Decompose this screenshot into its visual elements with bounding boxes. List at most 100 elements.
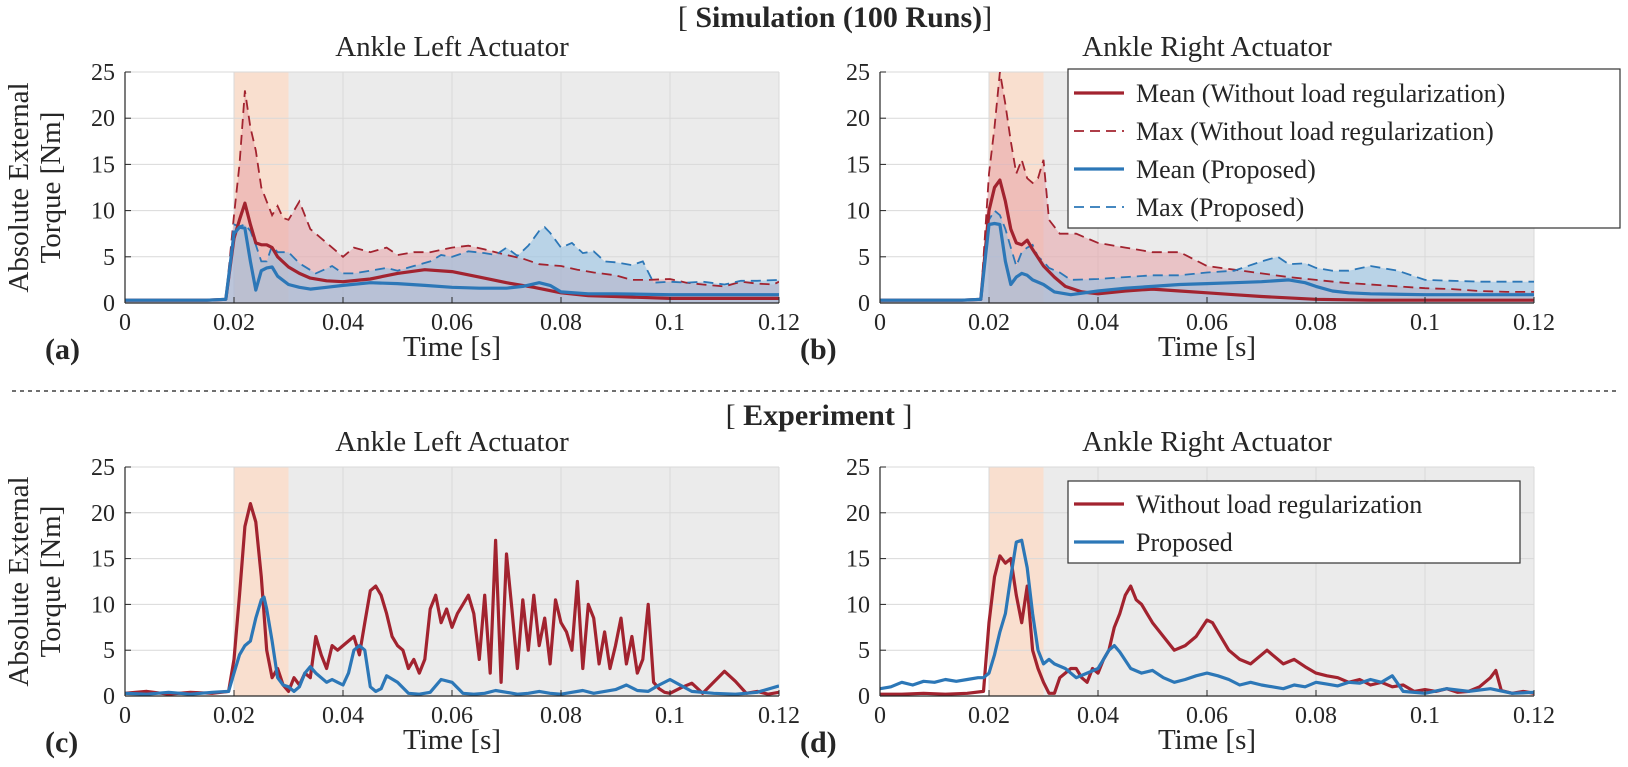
y-axis-label: Absolute ExternalTorque [Nm] — [3, 82, 67, 292]
x-axis-label: Time [s] — [403, 331, 501, 363]
y-tick-label: 25 — [846, 455, 870, 481]
experiment-section-title: [ Experiment ] — [726, 399, 913, 432]
y-axis-label-line: Absolute External — [3, 476, 35, 686]
legend-box — [1067, 480, 1521, 564]
series-group — [880, 72, 1534, 303]
y-tick-label: 10 — [846, 592, 870, 618]
x-tick-label: 0.06 — [1186, 703, 1228, 729]
x-tick-label: 0.1 — [655, 310, 685, 336]
x-tick-label: 0.04 — [1077, 310, 1119, 336]
line-mean-proposed — [880, 221, 1534, 302]
series-group — [125, 502, 779, 696]
y-tick-label: 5 — [858, 638, 870, 664]
line-max-proposed — [880, 209, 1534, 302]
line-max-without-load-regularization — [880, 72, 1534, 302]
line-max-without-load-regularization — [125, 90, 779, 302]
panel-title: Ankle Right Actuator — [1082, 31, 1332, 63]
legend-label: Proposed — [1136, 528, 1233, 557]
line-max-proposed — [125, 223, 779, 302]
panel-c: 0 0.02 0.04 0.06 0.08 0.1 0.12 0 5 10 15 20 25 Ankle … — [3, 426, 800, 759]
x-tick-label: 0.06 — [1186, 310, 1228, 336]
post-impact-region — [288, 467, 779, 696]
x-tick-label: 0.06 — [431, 310, 473, 336]
panel-title: Ankle Left Actuator — [335, 31, 569, 63]
legend-label: Max (Proposed) — [1136, 193, 1304, 222]
panel-title: Ankle Left Actuator — [335, 426, 569, 458]
x-tick-label: 0.02 — [213, 703, 255, 729]
y-tick-label: 20 — [91, 106, 115, 132]
y-axis-label-line: Torque [Nm] — [35, 506, 67, 658]
y-tick-label: 15 — [846, 547, 870, 573]
x-tick-label: 0.04 — [1077, 703, 1119, 729]
area-max-proposed — [880, 210, 1534, 303]
panel-title: Ankle Right Actuator — [1082, 426, 1332, 458]
x-tick-label: 0.08 — [1295, 310, 1337, 336]
x-axis-label: Time [s] — [403, 724, 501, 756]
x-tick-label: 0.1 — [1410, 310, 1440, 336]
y-tick-label: 15 — [91, 547, 115, 573]
y-tick-label: 5 — [858, 245, 870, 271]
x-axis-label: Time [s] — [1158, 724, 1256, 756]
x-tick-label: 0.02 — [968, 310, 1010, 336]
x-tick-label: 0.12 — [1513, 310, 1555, 336]
area-max-without-load-regularization — [125, 90, 779, 303]
y-tick-label: 15 — [846, 152, 870, 178]
y-tick-label: 10 — [846, 199, 870, 225]
legend: Mean (Without load regularization) Max (W… — [1067, 68, 1621, 229]
y-axis-label: Absolute ExternalTorque [Nm] — [3, 476, 67, 686]
x-tick-label: 0 — [119, 703, 131, 729]
x-tick-label: 0.02 — [968, 703, 1010, 729]
x-tick-label: 0 — [119, 310, 131, 336]
x-tick-label: 0.12 — [1513, 703, 1555, 729]
y-tick-label: 25 — [91, 60, 115, 86]
x-tick-label: 0.04 — [322, 310, 364, 336]
x-tick-label: 0.08 — [540, 703, 582, 729]
x-tick-label: 0.06 — [431, 703, 473, 729]
y-tick-label: 10 — [91, 199, 115, 225]
x-tick-label: 0.08 — [540, 310, 582, 336]
x-tick-label: 0.08 — [1295, 703, 1337, 729]
panel-letter: (b) — [800, 333, 837, 366]
legend-label: Without load regularization — [1136, 490, 1422, 519]
line-without-load-regularization — [880, 554, 1534, 696]
line-mean-proposed — [125, 225, 779, 302]
legend-box — [1067, 68, 1621, 229]
series-group — [880, 538, 1534, 696]
line-without-load-regularization — [125, 502, 779, 696]
panel-b: 0 0.02 0.04 0.06 0.08 0.1 0.12 0 5 10 15 20 25 Ankle … — [800, 31, 1621, 366]
line-proposed — [880, 538, 1534, 695]
line-proposed — [125, 595, 779, 696]
panel-letter: (c) — [45, 726, 78, 759]
x-tick-label: 0.1 — [1410, 703, 1440, 729]
panel-a: 0 0.02 0.04 0.06 0.08 0.1 0.12 0 5 10 15 20 25 Ankle … — [3, 31, 800, 366]
y-tick-label: 15 — [91, 152, 115, 178]
x-tick-label: 0.1 — [655, 703, 685, 729]
y-tick-label: 10 — [91, 592, 115, 618]
series-group — [125, 90, 779, 303]
y-tick-label: 25 — [846, 60, 870, 86]
y-tick-label: 0 — [103, 291, 115, 317]
legend-label: Mean (Proposed) — [1136, 155, 1316, 184]
y-tick-label: 0 — [858, 684, 870, 710]
y-axis-label-line: Torque [Nm] — [35, 112, 67, 264]
x-tick-label: 0.02 — [213, 310, 255, 336]
y-tick-label: 5 — [103, 638, 115, 664]
simulation-section-title: [ Simulation (100 Runs)] — [678, 1, 992, 34]
legend: Without load regularization Proposed — [1067, 480, 1521, 564]
x-tick-label: 0 — [874, 703, 886, 729]
x-axis-label: Time [s] — [1158, 331, 1256, 363]
y-tick-label: 20 — [846, 501, 870, 527]
y-tick-label: 25 — [91, 455, 115, 481]
legend-label: Max (Without load regularization) — [1136, 117, 1494, 146]
y-tick-label: 20 — [846, 106, 870, 132]
y-tick-label: 20 — [91, 501, 115, 527]
y-axis-label-line: Absolute External — [3, 82, 35, 292]
legend-label: Mean (Without load regularization) — [1136, 79, 1505, 108]
panel-letter: (d) — [800, 726, 837, 759]
y-tick-label: 0 — [103, 684, 115, 710]
y-tick-label: 0 — [858, 291, 870, 317]
panel-d: 0 0.02 0.04 0.06 0.08 0.1 0.12 0 5 10 15 20 25 Ankle … — [800, 426, 1555, 759]
x-tick-label: 0.12 — [758, 310, 800, 336]
y-tick-label: 5 — [103, 245, 115, 271]
